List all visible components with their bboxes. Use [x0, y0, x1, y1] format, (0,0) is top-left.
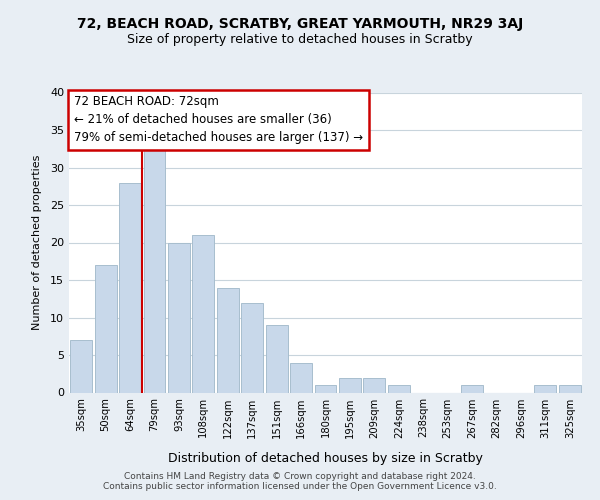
Bar: [339, 378, 361, 392]
Bar: [193, 235, 214, 392]
Bar: [461, 385, 483, 392]
X-axis label: Distribution of detached houses by size in Scratby: Distribution of detached houses by size …: [168, 452, 483, 464]
Bar: [241, 302, 263, 392]
Text: Size of property relative to detached houses in Scratby: Size of property relative to detached ho…: [127, 32, 473, 46]
Bar: [119, 182, 141, 392]
Y-axis label: Number of detached properties: Number of detached properties: [32, 155, 41, 330]
Bar: [143, 145, 166, 392]
Bar: [290, 362, 312, 392]
Bar: [168, 242, 190, 392]
Bar: [266, 325, 287, 392]
Bar: [217, 288, 239, 393]
Bar: [314, 385, 337, 392]
Bar: [364, 378, 385, 392]
Bar: [535, 385, 556, 392]
Bar: [70, 340, 92, 392]
Bar: [95, 265, 116, 392]
Text: 72 BEACH ROAD: 72sqm
← 21% of detached houses are smaller (36)
79% of semi-detac: 72 BEACH ROAD: 72sqm ← 21% of detached h…: [74, 96, 363, 144]
Text: 72, BEACH ROAD, SCRATBY, GREAT YARMOUTH, NR29 3AJ: 72, BEACH ROAD, SCRATBY, GREAT YARMOUTH,…: [77, 17, 523, 31]
Text: Contains HM Land Registry data © Crown copyright and database right 2024.
Contai: Contains HM Land Registry data © Crown c…: [103, 472, 497, 491]
Bar: [388, 385, 410, 392]
Bar: [559, 385, 581, 392]
